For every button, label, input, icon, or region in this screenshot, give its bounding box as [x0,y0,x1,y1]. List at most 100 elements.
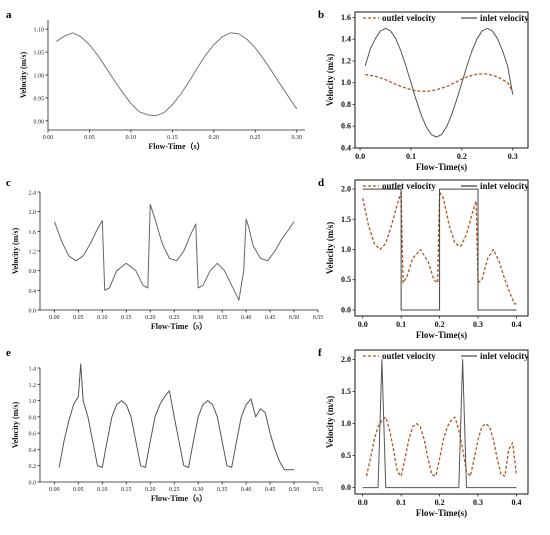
legend-label: outlet velocity [382,181,436,191]
y-tick-label: 0.4 [29,289,37,295]
series-line-inlet-velocity [362,359,517,489]
y-tick-label: 0.0 [29,309,37,315]
y-tick-label: 0.0 [341,483,351,492]
x-tick-label: 0.35 [217,487,228,493]
x-tick-label: 0.1 [396,320,406,329]
x-tick-label: 0.3 [473,320,483,329]
y-tick-label: 1.2 [29,250,37,256]
x-tick-label: 0.05 [73,487,84,493]
chart-panel-e: e 0.00 0.05 0.10 0.15 0.20 0.25 0.30 0.35 0.40 0.4… [6,347,323,503]
panel-letter: a [6,9,12,21]
y-tick-label: 2.0 [341,355,351,364]
y-tick-label: 0.5 [341,275,351,284]
x-tick-label: 0.55 [313,315,324,321]
plot-frame [354,11,529,149]
y-axis-title: Velocity (m/s) [325,396,335,448]
y-tick-label: 0.5 [341,451,351,460]
series-line-outlet-velocity [365,73,514,93]
y-tick-label: 1.0 [341,419,351,428]
legend-label: inlet velocity [480,13,529,23]
x-tick-label: 0.45 [265,487,276,493]
y-axis-title: Velocity (m/s) [325,222,335,274]
x-tick-label: 0.25 [169,315,180,321]
y-tick-label: 2.0 [29,210,37,216]
panel-letter: b [318,9,324,21]
y-tick-label: 1.4 [341,35,351,44]
x-axis-title: Flow-Time(s) [416,162,467,172]
x-tick-label: 0.10 [97,487,108,493]
series-line-inlet-velocity [364,27,514,138]
x-axis-title: Flow-Time(s) [416,330,467,340]
x-tick-label: 0.2 [435,320,445,329]
x-tick-label: 0.2 [435,498,445,507]
x-axis-title: Flow-Time(s) [416,508,467,518]
x-tick-label: 0.35 [217,315,228,321]
x-tick-label: 0.0 [358,320,368,329]
x-tick-label: 0.25 [169,487,180,493]
y-tick-label: 1.6 [341,13,351,22]
plot-frame [354,179,529,317]
x-tick-label: 0.3 [473,498,483,507]
y-tick-label: 1.2 [29,383,37,389]
chart-panel-b: b 0.0 0.1 0.2 0.3 0.4 0.6 0.8 1.0 1.2 1.4 1.6 Flow-T… [318,9,529,172]
x-tick-label: 0.4 [511,498,521,507]
x-tick-label: 0.20 [209,135,220,141]
y-tick-label: 1.4 [29,367,37,373]
x-tick-label: 0.40 [241,315,252,321]
x-tick-label: 0.15 [121,487,132,493]
chart-panel-a: a 0.00 0.05 0.10 0.15 0.20 0.25 0.30 0.90 0.95 1.0… [6,9,305,151]
y-tick-label: 0.4 [341,144,351,153]
chart-panel-d: d 0.0 0.1 0.2 0.3 0.4 0.0 0.5 1.0 1.5 2.0 Flow-Time… [318,177,529,340]
x-tick-label: 0.30 [291,135,302,141]
x-tick-label: 0.05 [73,315,84,321]
x-tick-label: 0.40 [241,487,252,493]
legend-label: outlet velocity [382,13,436,23]
y-tick-label: 0.8 [29,269,37,275]
series-line-0 [58,363,295,471]
y-tick-label: 0.2 [29,464,37,470]
chart-panel-c: c 0.00 0.05 0.10 0.15 0.20 0.25 0.30 0.35 0.40 0.4… [6,177,323,331]
panel-letter: c [6,177,11,189]
x-tick-label: 0.10 [126,135,137,141]
y-tick-label: 0.6 [29,432,37,438]
panel-letter: d [318,177,324,189]
x-tick-label: 0.15 [167,135,178,141]
x-tick-label: 0.00 [43,135,54,141]
y-tick-label: 0.0 [341,305,351,314]
series-line-outlet-velocity [362,191,517,305]
x-tick-label: 0.1 [406,152,416,161]
y-tick-label: 2.0 [341,185,351,194]
x-tick-label: 0.50 [289,315,300,321]
x-tick-label: 0.05 [84,135,95,141]
y-tick-label: 1.00 [34,74,45,80]
x-tick-label: 0.00 [49,315,60,321]
x-axis-title: Flow-Time（s） [148,141,204,151]
x-tick-label: 0.10 [97,315,108,321]
legend-label: inlet velocity [480,351,529,361]
y-axis-title: Velocity (m/s) [19,51,28,98]
y-tick-label: 1.0 [29,399,37,405]
x-tick-label: 0.20 [145,315,156,321]
legend-label: inlet velocity [480,181,529,191]
x-axis-title: Flow-Time（s） [151,321,207,331]
chart-panel-f: f 0.0 0.1 0.2 0.3 0.4 0.0 0.5 1.0 1.5 2.0 Flow-Time… [318,347,529,518]
x-tick-label: 0.0 [355,152,365,161]
y-axis-title: Velocity (m/s) [11,227,20,274]
y-tick-label: 1.05 [34,51,45,57]
y-tick-label: 1.0 [341,78,351,87]
x-tick-label: 0.3 [508,152,518,161]
y-tick-label: 2.4 [29,191,37,197]
y-tick-label: 0.6 [341,122,351,131]
y-axis-title: Velocity (m/s) [11,401,20,448]
y-tick-label: 0.4 [29,448,37,454]
x-tick-label: 0.30 [193,315,204,321]
legend-label: outlet velocity [382,351,436,361]
x-tick-label: 0.4 [511,320,521,329]
x-tick-label: 0.30 [193,487,204,493]
y-tick-label: 1.10 [34,28,45,34]
series-line-0 [53,203,295,301]
y-tick-label: 1.2 [341,56,351,65]
series-line-outlet-velocity [365,416,518,477]
x-tick-label: 0.0 [358,498,368,507]
